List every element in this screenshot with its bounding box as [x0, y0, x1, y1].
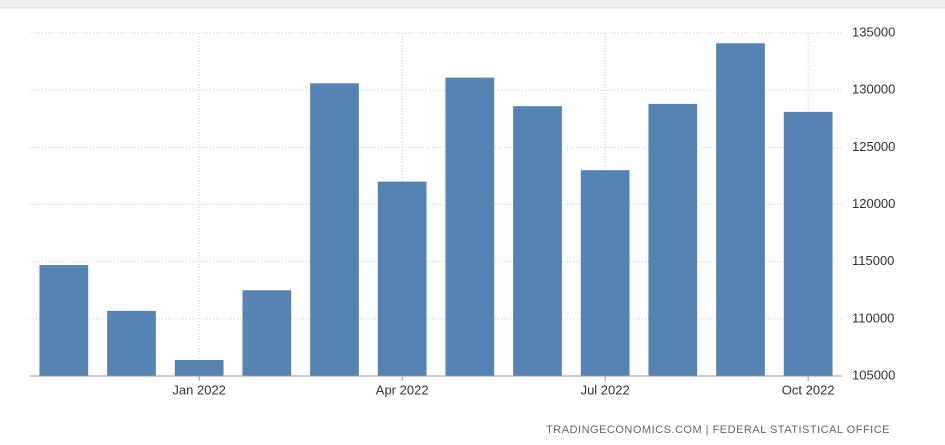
- y-tick-label: 120000: [852, 196, 895, 211]
- bar: [445, 77, 495, 376]
- top-strip: [0, 0, 945, 8]
- x-tick-label: Jan 2022: [172, 382, 226, 397]
- bar: [310, 83, 359, 376]
- y-tick-label: 130000: [852, 82, 895, 97]
- bar: [513, 106, 562, 376]
- y-tick-label: 125000: [852, 139, 895, 154]
- bar: [648, 103, 698, 377]
- source: TRADINGECONOMICS.COM | FEDERAL STATISTIC…: [546, 424, 890, 436]
- y-tick-label: 110000: [852, 310, 894, 325]
- bar: [174, 359, 224, 376]
- x-tick-label: Jul 2022: [581, 382, 630, 397]
- y-tick-label: 135000: [852, 24, 895, 39]
- bar: [242, 290, 292, 376]
- bar: [107, 310, 156, 376]
- bar: [580, 170, 630, 376]
- bar: [39, 265, 89, 376]
- bar: [716, 43, 765, 376]
- y-tick-label: 105000: [852, 367, 895, 382]
- x-tick-label: Oct 2022: [782, 382, 835, 397]
- bar: [783, 111, 833, 376]
- x-tick-label: Apr 2022: [376, 382, 429, 397]
- y-tick-label: 115000: [852, 253, 894, 268]
- bar: [377, 181, 427, 376]
